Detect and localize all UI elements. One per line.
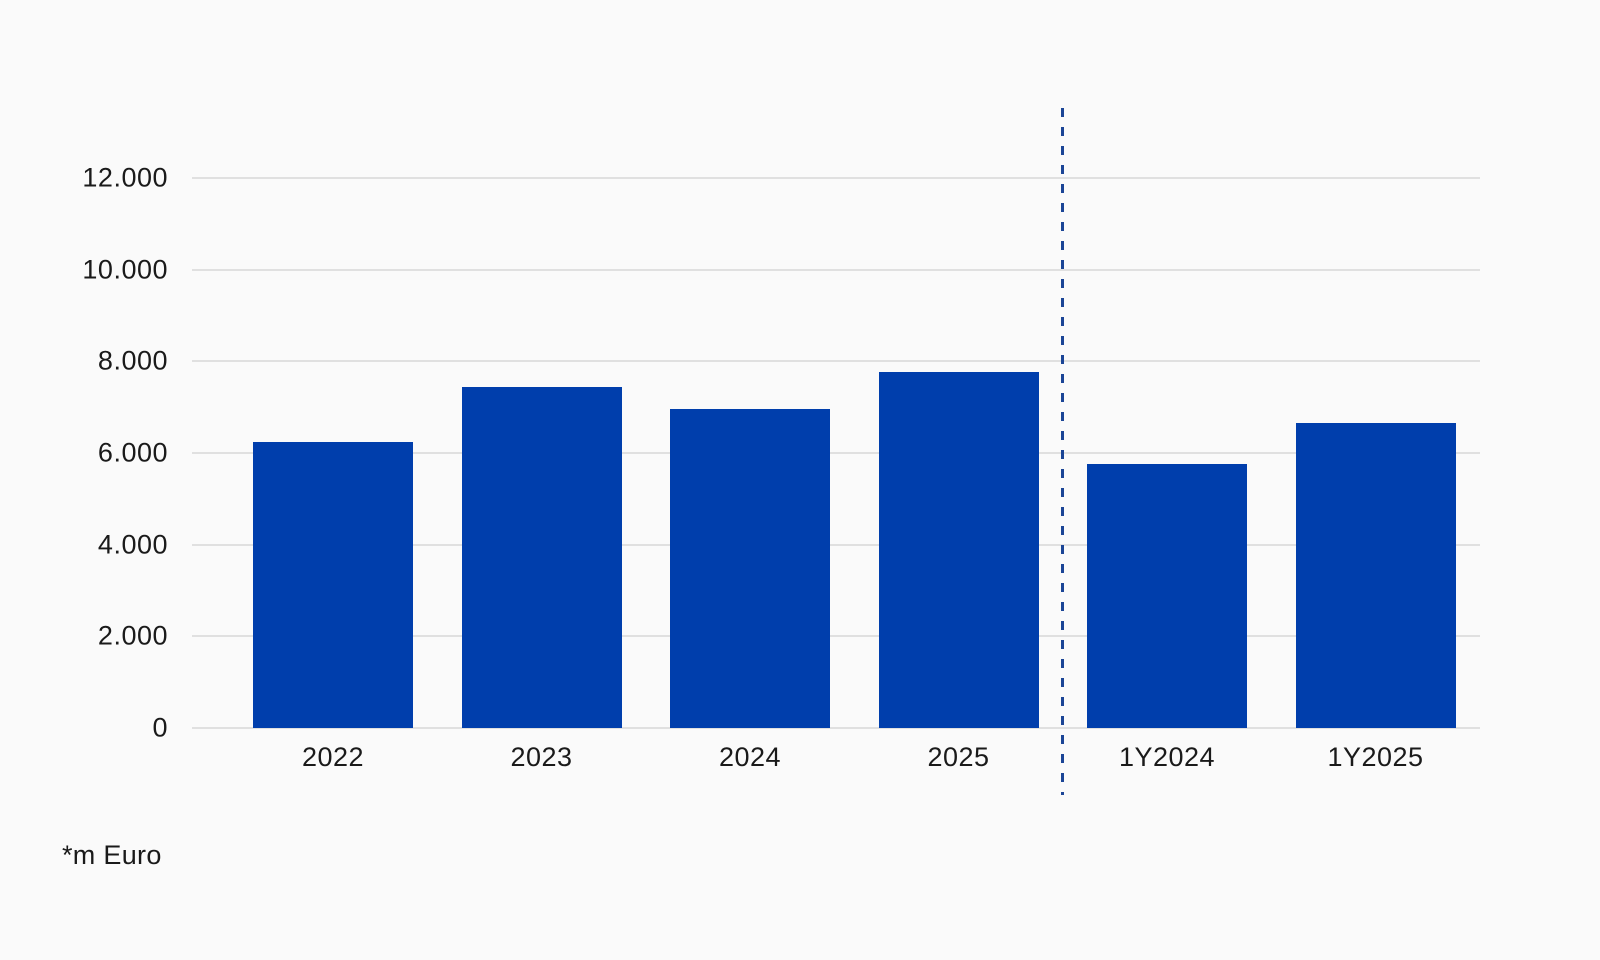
gridline — [192, 543, 1480, 546]
gridline — [192, 452, 1480, 454]
forecast-separator-line — [1061, 108, 1065, 795]
y-axis-tick-labels: 0 2.000 4.000 6.000 8.000 10.000 12.000 — [0, 0, 168, 960]
y-tick-label: 12.000 — [82, 162, 168, 193]
bar-2022 — [253, 442, 413, 728]
x-tick-label: 1Y2024 — [1118, 742, 1216, 772]
unit-footnote: *m Euro — [62, 840, 162, 870]
x-tick-label: 2024 — [718, 742, 782, 772]
bar-2023 — [461, 386, 622, 728]
gridline — [192, 727, 1480, 729]
y-tick-label: 2.000 — [97, 620, 168, 651]
y-tick-label: 10.000 — [82, 254, 168, 285]
x-tick-label: 2022 — [301, 742, 365, 772]
y-tick-label: 8.000 — [97, 345, 168, 376]
bar-1Y2025 — [1295, 422, 1456, 728]
plot-area — [192, 177, 1480, 729]
gridline — [192, 177, 1480, 179]
x-tick-label: 1Y2025 — [1327, 742, 1424, 772]
y-tick-label: 4.000 — [97, 529, 168, 560]
gridline — [192, 268, 1480, 271]
y-tick-label: 0 — [152, 712, 168, 743]
bar-2025 — [878, 371, 1039, 728]
gridline — [192, 360, 1480, 363]
x-tick-label: 2025 — [927, 742, 990, 772]
y-tick-label: 6.000 — [97, 437, 168, 468]
x-tick-label: 2023 — [510, 742, 573, 772]
gridline — [192, 635, 1480, 638]
bar-2024 — [670, 409, 830, 728]
bar-1Y2024 — [1087, 464, 1247, 728]
